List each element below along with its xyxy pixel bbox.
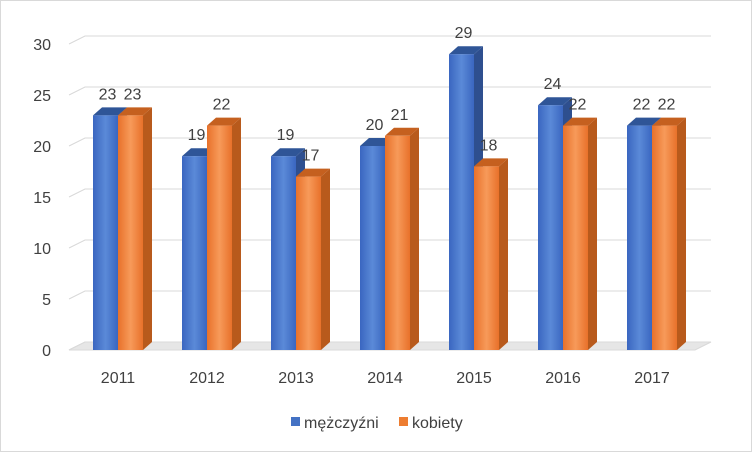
x-tick-label: 2011 — [101, 370, 136, 387]
data-label-men-2014: 20 — [366, 117, 384, 134]
bar-women-2015 — [474, 158, 508, 350]
y-tick-label: 0 — [42, 343, 51, 360]
y-axis: 0 5 10 15 20 25 30 — [33, 37, 51, 360]
gridline — [68, 86, 711, 96]
bar-women-2012 — [207, 117, 241, 350]
bar-men-2015 — [449, 46, 483, 350]
data-label-men-2012: 19 — [188, 127, 206, 144]
legend-item-men: mężczyźni — [291, 415, 379, 432]
x-tick-label: 2016 — [545, 370, 581, 387]
data-label-men-2016: 24 — [544, 76, 562, 93]
data-label-men-2017: 22 — [633, 97, 651, 114]
bar-women-2014 — [385, 127, 419, 350]
y-tick-label: 10 — [33, 241, 51, 258]
y-tick-label: 25 — [33, 88, 51, 105]
data-label-women-2013: 17 — [302, 148, 320, 165]
data-label-women-2011: 23 — [124, 86, 142, 103]
gridline — [68, 137, 711, 147]
bar-women-2016 — [563, 117, 597, 350]
data-label-men-2011: 23 — [99, 86, 117, 103]
y-tick-label: 20 — [33, 139, 51, 156]
legend-swatch — [291, 417, 300, 426]
data-label-women-2016: 22 — [569, 97, 587, 114]
bar-women-2011 — [118, 107, 152, 351]
bar-series — [93, 46, 686, 351]
legend-label: kobiety — [412, 415, 463, 432]
x-tick-label: 2012 — [189, 370, 225, 387]
y-tick-label: 5 — [42, 292, 51, 309]
bar-women-2013 — [296, 168, 330, 350]
x-tick-label: 2017 — [634, 370, 670, 387]
data-label-women-2012: 22 — [213, 97, 231, 114]
x-tick-label: 2015 — [456, 370, 492, 387]
legend-item-women: kobiety — [399, 415, 463, 432]
x-tick-label: 2014 — [367, 370, 403, 387]
legend-label: mężczyźni — [304, 415, 379, 432]
y-tick-label: 15 — [33, 190, 51, 207]
x-axis: 2011 2012 2013 2014 2015 2016 2017 — [101, 370, 670, 387]
legend: mężczyźni kobiety — [291, 415, 463, 432]
gridline — [68, 35, 711, 45]
data-label-men-2013: 19 — [277, 127, 295, 144]
data-labels: 23 23 19 22 19 17 20 21 29 18 24 22 22 22 — [99, 25, 676, 164]
data-label-men-2015: 29 — [455, 25, 473, 42]
y-tick-label: 30 — [33, 37, 51, 54]
data-label-women-2017: 22 — [658, 97, 676, 114]
x-tick-label: 2013 — [278, 370, 314, 387]
data-label-women-2015: 18 — [480, 137, 498, 154]
bar-women-2017 — [652, 117, 686, 350]
data-label-women-2014: 21 — [391, 107, 409, 124]
legend-swatch — [399, 417, 408, 426]
